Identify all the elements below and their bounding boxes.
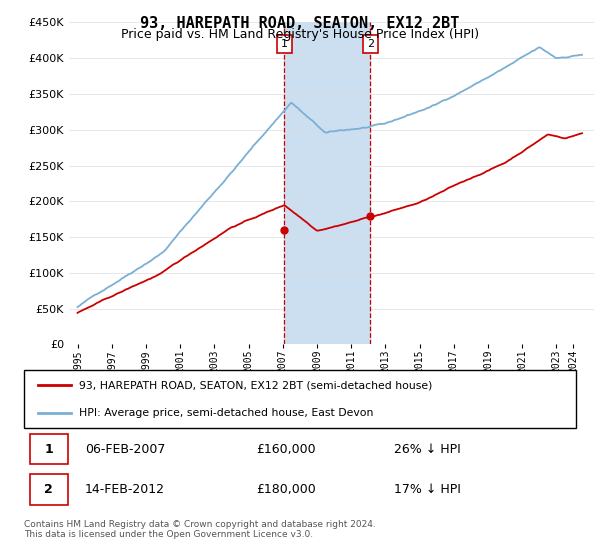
Text: 06-FEB-2007: 06-FEB-2007 xyxy=(85,442,165,456)
Text: 17% ↓ HPI: 17% ↓ HPI xyxy=(394,483,461,496)
FancyBboxPatch shape xyxy=(24,370,576,428)
FancyBboxPatch shape xyxy=(29,474,68,505)
Text: 26% ↓ HPI: 26% ↓ HPI xyxy=(394,442,461,456)
Text: 2: 2 xyxy=(44,483,53,496)
Text: Price paid vs. HM Land Registry's House Price Index (HPI): Price paid vs. HM Land Registry's House … xyxy=(121,28,479,41)
Text: Contains HM Land Registry data © Crown copyright and database right 2024.
This d: Contains HM Land Registry data © Crown c… xyxy=(24,520,376,539)
Text: 1: 1 xyxy=(281,39,288,49)
Text: HPI: Average price, semi-detached house, East Devon: HPI: Average price, semi-detached house,… xyxy=(79,408,374,418)
Text: 93, HAREPATH ROAD, SEATON, EX12 2BT (semi-detached house): 93, HAREPATH ROAD, SEATON, EX12 2BT (sem… xyxy=(79,380,433,390)
Text: £160,000: £160,000 xyxy=(256,442,316,456)
Text: 2: 2 xyxy=(367,39,374,49)
Text: £180,000: £180,000 xyxy=(256,483,316,496)
FancyBboxPatch shape xyxy=(29,433,68,464)
Text: 14-FEB-2012: 14-FEB-2012 xyxy=(85,483,165,496)
Text: 1: 1 xyxy=(44,442,53,456)
Text: 93, HAREPATH ROAD, SEATON, EX12 2BT: 93, HAREPATH ROAD, SEATON, EX12 2BT xyxy=(140,16,460,31)
Bar xyxy=(284,22,370,344)
